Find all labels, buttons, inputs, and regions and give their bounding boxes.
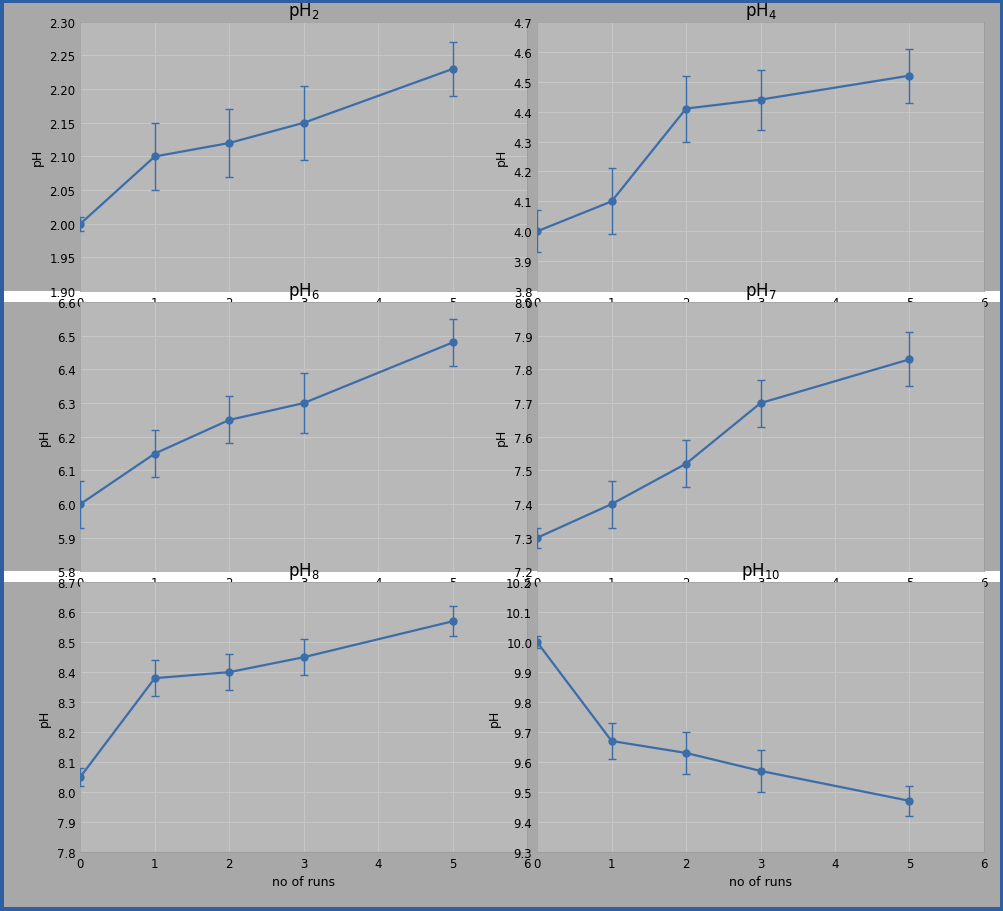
Y-axis label: pH: pH bbox=[38, 429, 51, 445]
Title: pH$_8$: pH$_8$ bbox=[288, 561, 319, 582]
X-axis label: no of runs: no of runs bbox=[728, 875, 791, 888]
Y-axis label: pH: pH bbox=[494, 429, 508, 445]
Title: pH$_4$: pH$_4$ bbox=[744, 1, 775, 22]
X-axis label: no of runs: no of runs bbox=[272, 595, 335, 609]
X-axis label: no of runs: no of runs bbox=[728, 595, 791, 609]
Y-axis label: pH: pH bbox=[494, 148, 508, 166]
Title: pH$_6$: pH$_6$ bbox=[288, 281, 319, 302]
Y-axis label: pH: pH bbox=[38, 709, 51, 726]
Title: pH$_2$: pH$_2$ bbox=[288, 1, 319, 22]
X-axis label: no of runs: no of runs bbox=[728, 315, 791, 328]
Title: pH$_7$: pH$_7$ bbox=[744, 281, 775, 302]
Y-axis label: pH: pH bbox=[487, 709, 500, 726]
Title: pH$_{10}$: pH$_{10}$ bbox=[740, 561, 779, 582]
X-axis label: no of runs: no of runs bbox=[272, 875, 335, 888]
Y-axis label: pH: pH bbox=[31, 148, 44, 166]
X-axis label: no of runs: no of runs bbox=[272, 315, 335, 328]
